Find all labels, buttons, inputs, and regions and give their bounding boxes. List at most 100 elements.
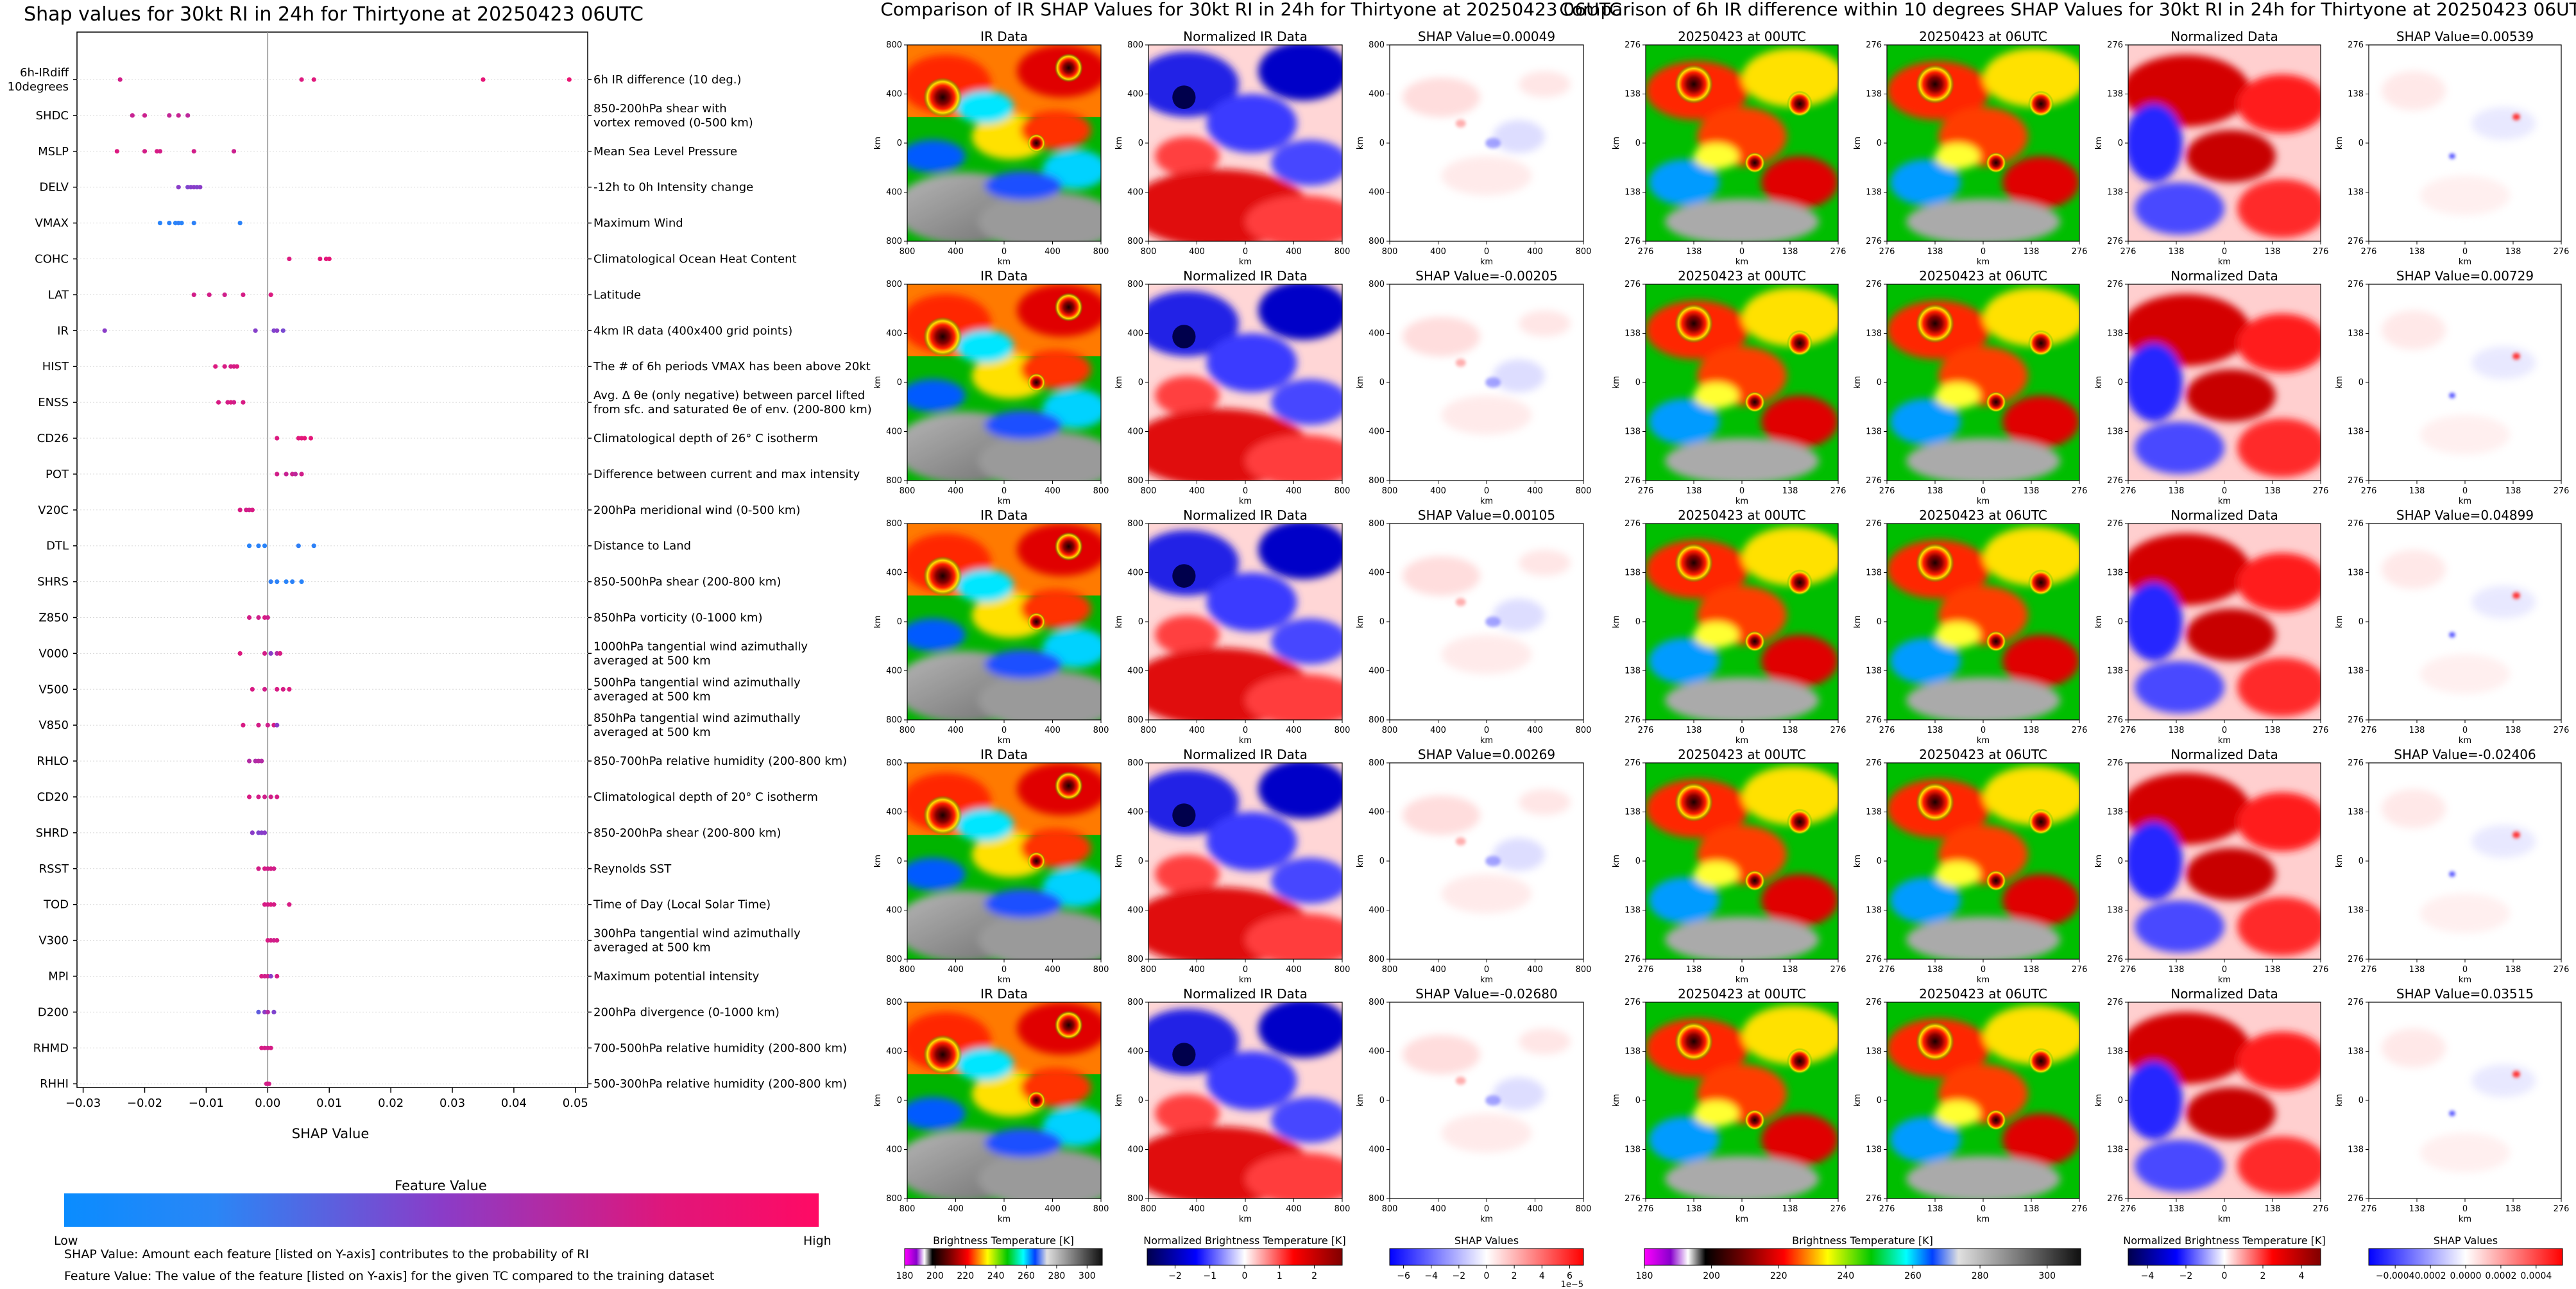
y-tick-label: 800 [1369,715,1385,725]
panel-image [1887,524,2086,723]
colorbar-tick-label: 200 [1703,1271,1720,1281]
x-tick-label: 800 [1335,965,1351,975]
feature-rows: 6h-IRdiff 10degrees 6h IR difference (10 d… [8,66,872,1091]
feature-description: Time of Day (Local Solar Time) [593,898,771,912]
shap-point [268,973,273,979]
shap-point [246,615,252,620]
shap-point [262,687,268,692]
image-panel: SHAP Value=0.002698008004004000040040080… [1356,747,1591,985]
panel-image [2122,284,2327,481]
panel-title: 20250423 at 06UTC [1919,29,2047,44]
shap-point [191,149,196,154]
feature-description: 850-500hPa shear (200-800 km) [593,576,781,589]
shap-point [277,651,283,656]
shap-point [271,866,277,871]
feature-row: SHDC 850-200hPa shear with vortex removed … [36,102,753,130]
shap-point [262,543,268,549]
feature-row: MPI Maximum potential intensity [48,970,759,984]
y-tick-label: 276 [2107,715,2123,725]
feature-colorbar-high: High [803,1234,832,1248]
x-axis-unit: km [1480,497,1493,506]
colorbar: SHAP Values −6 −4 −2 0 2 4 61e−5 [1389,1234,1584,1289]
y-axis-unit: km [1853,855,1863,867]
y-tick-label: 138 [2348,808,2364,817]
panel-image [1129,42,1361,248]
y-tick-label: 138 [1625,329,1641,339]
y-tick-label: 276 [1866,280,1882,289]
shap-point [262,794,268,799]
x-tick-label: 138 [1927,1204,1943,1214]
colorbar-tick-label: 300 [2038,1271,2056,1281]
y-tick-label: 800 [1369,476,1385,486]
x-tick-label: 0 [1002,965,1007,975]
y-tick-label: 0 [2358,1096,2364,1105]
panel-image [2369,45,2561,241]
feature-description: Reynolds SST [593,862,672,876]
x-tick-label: 400 [948,247,964,257]
y-tick-label: 400 [1127,1047,1143,1057]
feature-name: V300 [38,934,69,948]
x-axis-unit: km [2218,975,2231,985]
x-tick-label: 0 [1243,486,1248,496]
colorbar-tick-label: 280 [1972,1271,1989,1281]
feature-row: RHHI 500-300hPa relative humidity (200-80… [40,1077,847,1091]
y-tick-label: 400 [886,188,902,198]
x-tick-label: 276 [2120,965,2137,975]
shap-plot-frame [76,31,588,1088]
x-tick-label: 0.00 [255,1097,280,1110]
feature-row: IR 4km IR data (400x400 grid points) [57,324,792,337]
panel-title: 20250423 at 06UTC [1919,508,2047,523]
shap-point [302,436,307,441]
shap-point [275,687,280,692]
y-tick-label: 276 [1625,1194,1641,1204]
x-tick-label: 138 [2505,726,2521,735]
x-tick-label: 0 [1739,247,1744,257]
shap-point [250,508,255,513]
panel-title: 20250423 at 00UTC [1678,29,1806,44]
y-tick-label: 276 [2348,280,2364,289]
y-tick-label: 800 [886,476,902,486]
shap-point [234,364,239,369]
x-tick-label: 0 [1484,726,1489,735]
y-tick-label: 800 [1127,476,1143,486]
y-tick-label: 800 [1127,519,1143,529]
colorbar-tick-label: 0 [2222,1271,2228,1281]
feature-row: D200 200hPa divergence (0-1000 km) [38,1005,780,1019]
y-tick-label: 0 [1877,378,1882,388]
shap-point [271,902,277,907]
feature-name: COHC [35,253,69,266]
x-tick-label: −0.03 [65,1097,101,1110]
y-axis-unit: km [1612,855,1621,867]
shap-point [179,221,184,226]
x-axis-unit: km [1736,736,1748,746]
x-tick-label: 276 [2361,247,2377,257]
colorbar-tick-label: 0.0004 [2520,1271,2552,1281]
x-axis-unit: km [1977,1215,1990,1224]
ir-diff-comparison-title: Comparison of 6h IR difference within 10… [1559,0,2576,20]
panel-title: Normalized IR Data [1183,508,1308,523]
y-tick-label: 0 [1379,378,1385,388]
y-tick-label: 800 [1127,280,1143,289]
x-tick-label: 138 [1686,1204,1702,1214]
panel-image [2369,524,2561,720]
shap-point [265,615,270,620]
x-axis-unit: km [1736,497,1748,506]
colorbar: Brightness Temperature [K] 180 200 220 240 26… [1636,1234,2081,1281]
y-tick-label: 138 [1866,188,1882,198]
shap-point [567,77,572,82]
shap-point [268,1045,273,1050]
x-tick-label: 400 [1045,486,1061,496]
shap-point [176,185,181,190]
y-tick-label: 276 [1625,237,1641,246]
panel-image [1390,284,1583,481]
colorbar-tick-label: 220 [957,1271,974,1281]
feature-name: RSST [39,862,69,876]
shap-point [157,221,163,226]
colorbar-tick-label: 0.0002 [2485,1271,2516,1281]
panel-image [894,45,1120,251]
feature-row: HIST The # of 6h periods VMAX has been ab… [42,360,871,373]
y-tick-label: 138 [2107,329,2123,339]
image-panel: 20250423 at 06UTC27627613813800138138276… [1853,29,2087,267]
x-tick-label: 800 [1576,726,1592,735]
feature-row: LAT Latitude [48,288,641,302]
